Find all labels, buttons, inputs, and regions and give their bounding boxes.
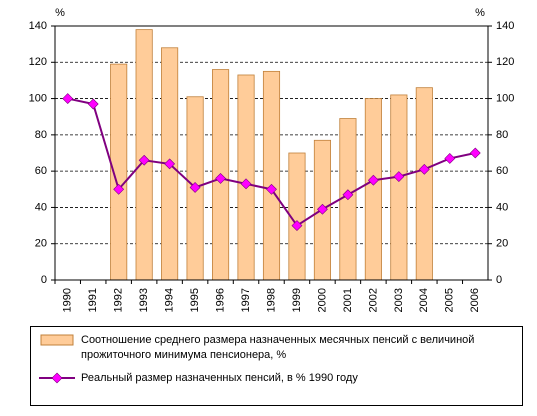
legend-swatch <box>40 334 74 346</box>
bar <box>135 29 153 281</box>
bar <box>237 74 255 281</box>
x-tick-label: 2002 <box>367 288 379 312</box>
y2-tick-label: 0 <box>496 274 502 286</box>
marker <box>62 93 74 104</box>
y2-tick-label: 100 <box>496 92 514 104</box>
marker <box>393 171 405 183</box>
legend-swatch <box>39 372 75 384</box>
x-tick-label: 1992 <box>113 288 125 312</box>
x-tick-label: 1998 <box>265 288 277 312</box>
x-tick-label: 1993 <box>138 288 150 312</box>
x-tick-label: 1999 <box>291 288 303 312</box>
marker <box>164 158 176 170</box>
legend-marker <box>51 372 63 384</box>
x-tick-label: 2000 <box>316 288 328 312</box>
y2-tick-label: 80 <box>496 129 508 141</box>
y2-tick-label: 40 <box>496 201 508 213</box>
x-tick-label: 2003 <box>393 288 405 312</box>
x-tick-label: 1991 <box>87 288 99 312</box>
bar <box>364 98 382 281</box>
y-tick-label: 140 <box>29 20 47 32</box>
x-tick-label: 1994 <box>164 288 176 312</box>
y2-tick-label: 120 <box>496 56 514 68</box>
y-tick-label: 120 <box>29 56 47 68</box>
y2-tick-label: 140 <box>496 20 514 32</box>
marker <box>87 98 99 110</box>
marker <box>469 147 481 159</box>
legend-label: Соотношение среднего размера назначенных… <box>81 334 475 361</box>
y-unit: % <box>55 7 65 19</box>
marker <box>444 153 456 164</box>
bar <box>262 70 281 281</box>
marker <box>215 172 226 184</box>
marker <box>291 220 303 231</box>
x-tick-label: 1995 <box>189 288 201 312</box>
legend: Соотношение среднего размера назначенных… <box>30 326 523 406</box>
marker <box>266 183 277 195</box>
marker <box>418 163 430 175</box>
y-tick-label: 20 <box>35 238 47 250</box>
legend-bar <box>40 334 74 346</box>
marker <box>367 174 379 186</box>
x-tick-label: 1990 <box>62 288 74 312</box>
y-tick-label: 0 <box>41 274 47 286</box>
x-tick-label: 1996 <box>214 288 226 312</box>
x-tick-label: 1997 <box>240 288 252 312</box>
marker <box>189 182 201 193</box>
x-tick-label: 2006 <box>469 288 481 312</box>
bar <box>415 87 433 281</box>
marker <box>317 203 328 215</box>
bar <box>390 94 408 281</box>
y-tick-label: 40 <box>35 201 47 213</box>
chart: 0 20 40 60 80 100 120 140 0 20 40 60 80 100 120 140% % 19… <box>29 7 515 313</box>
marker <box>113 183 125 195</box>
y2-unit: % <box>475 7 485 19</box>
y2-tick-label: 20 <box>496 238 508 250</box>
y2-tick-label: 60 <box>496 165 508 177</box>
legend-entry: Соотношение среднего размера назначенных… <box>39 333 514 363</box>
marker <box>138 154 150 166</box>
legend-label: Реальный размер назначенных пенсий, в % … <box>81 372 358 384</box>
marker <box>240 178 252 190</box>
x-tick-label: 2001 <box>342 288 354 312</box>
y-tick-label: 60 <box>35 165 47 177</box>
legend-entry: Реальный размер назначенных пенсий, в % … <box>39 371 514 386</box>
plot-border <box>54 25 489 281</box>
marker <box>342 189 354 201</box>
y-tick-label: 80 <box>35 129 47 141</box>
y-tick-label: 100 <box>29 92 47 104</box>
x-tick-label: 2005 <box>444 288 456 312</box>
x-tick-label: 2004 <box>418 288 430 312</box>
